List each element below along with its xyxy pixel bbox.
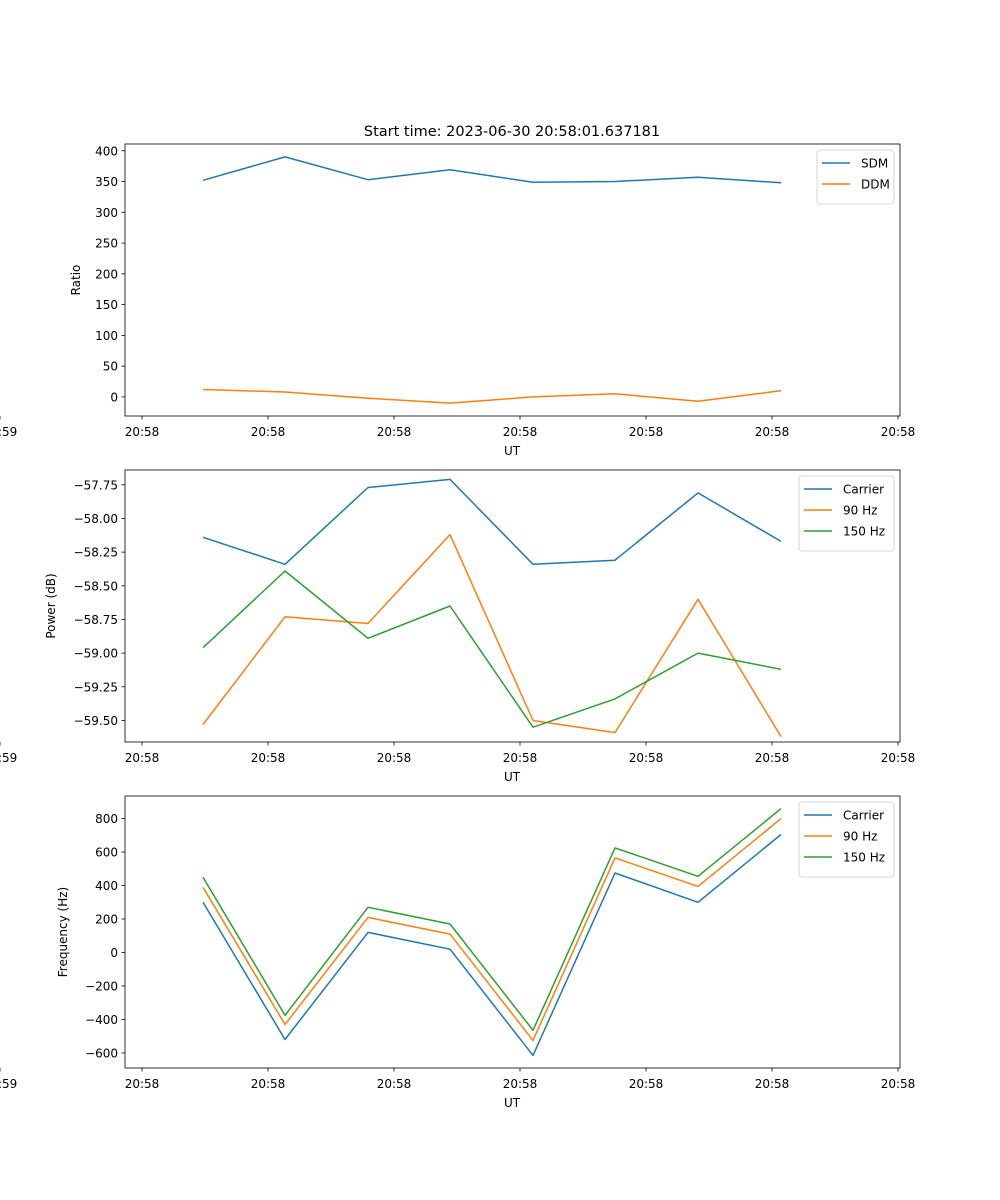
series-line-sdm [202,156,782,184]
y-tick-label: 0 [110,946,118,960]
y-tick-label: 600 [95,846,118,860]
x-tick-label: 20:58 [251,425,286,439]
x-tick-label: 20:58 [503,751,538,765]
y-tick-label: 0 [110,390,118,404]
y-tick-label: 250 [95,237,118,251]
legend-label: 90 Hz [843,830,877,844]
chart-panel-1: 0 50 100 150 200 250 300 350 400 20:58 20:58 20:58 2… [0,143,916,458]
y-tick-label: −58.25 [74,546,118,560]
y-tick-label: −57.75 [74,478,118,492]
chart-panel-3: −600 −400 −200 0 200 400 600 800 20:58 20:58 20:58… [0,795,916,1110]
y-tick-label: 400 [95,144,118,158]
y-tick-label: 50 [103,360,118,374]
legend: SDM DDM [816,149,895,205]
y-axis-label: Frequency (Hz) [56,887,70,978]
figure-title: Start time: 2023-06-30 20:58:01.637181 [364,124,660,140]
x-tick-label: 20:58 [755,751,790,765]
legend-label: Carrier [843,809,884,823]
x-tick-label: 20:58 [629,1077,664,1091]
y-tick-label: −200 [85,979,118,993]
y-tick-label: −59.00 [74,647,118,661]
y-tick-label: 150 [95,298,118,312]
series-line-150-hz [202,570,782,728]
y-tick-label: −58.50 [74,579,118,593]
plot-frame [124,143,901,417]
x-tick-label: 20:58 [881,1077,916,1091]
series-line-90-hz [202,533,782,737]
plot-frame [124,469,901,743]
legend-label: 150 Hz [843,851,885,865]
y-tick-label: −58.75 [74,613,118,627]
y-axis-label: Ratio [69,265,83,296]
x-axis-label: UT [504,444,521,458]
x-tick-label: 20:58 [377,425,412,439]
x-tick-label: 20:58 [251,1077,286,1091]
x-tick-label: 20:58 [755,1077,790,1091]
x-tick-label: 20:58 [881,751,916,765]
y-tick-label: −400 [85,1013,118,1027]
x-tick-label: 20:58 [125,751,160,765]
y-tick-label: −600 [85,1046,118,1060]
x-tick-label: 20:58 [629,751,664,765]
y-tick-label: 350 [95,175,118,189]
x-tick-label: 20:58 [377,751,412,765]
legend-box [798,801,895,878]
x-tick-label: 20:58 [881,425,916,439]
x-tick-label: 20:58 [377,1077,412,1091]
x-tick-label: 20:58 [629,425,664,439]
y-tick-label: −59.25 [74,680,118,694]
legend: Carrier 90 Hz 150 Hz [798,475,895,552]
x-tick-label: 20:59 [0,1077,17,1091]
x-tick-label: 20:58 [251,751,286,765]
legend: Carrier 90 Hz 150 Hz [798,801,895,878]
x-tick-label: 20:58 [503,425,538,439]
chart-panel-2: −59.50 −59.25 −59.00 −58.75 −58.50 −58.25 −58.… [0,469,916,784]
y-tick-label: 200 [95,267,118,281]
series-line-ddm [202,388,782,404]
y-tick-label: 400 [95,879,118,893]
x-tick-label: 20:58 [503,1077,538,1091]
x-axis-label: UT [504,1096,521,1110]
legend-box [798,475,895,552]
x-tick-label: 20:58 [125,425,160,439]
legend-label: 150 Hz [843,525,885,539]
y-tick-label: 100 [95,329,118,343]
legend-label: DDM [861,178,890,192]
y-tick-label: 200 [95,913,118,927]
x-tick-label: 20:59 [0,425,17,439]
legend-label: 90 Hz [843,504,877,518]
series-line-carrier [202,478,782,566]
plot-frame [124,795,901,1069]
y-tick-label: 800 [95,812,118,826]
y-tick-label: −59.50 [74,714,118,728]
series-line-90-hz [202,818,782,1042]
y-tick-label: 300 [95,206,118,220]
legend-label: Carrier [843,483,884,497]
series-line-150-hz [202,808,782,1032]
series-line-carrier [202,833,782,1057]
x-tick-label: 20:58 [755,425,790,439]
x-axis-label: UT [504,770,521,784]
y-tick-label: −58.00 [74,512,118,526]
x-tick-label: 20:58 [125,1077,160,1091]
y-axis-label: Power (dB) [44,573,58,638]
legend-label: SDM [861,157,888,171]
x-tick-label: 20:59 [0,751,17,765]
